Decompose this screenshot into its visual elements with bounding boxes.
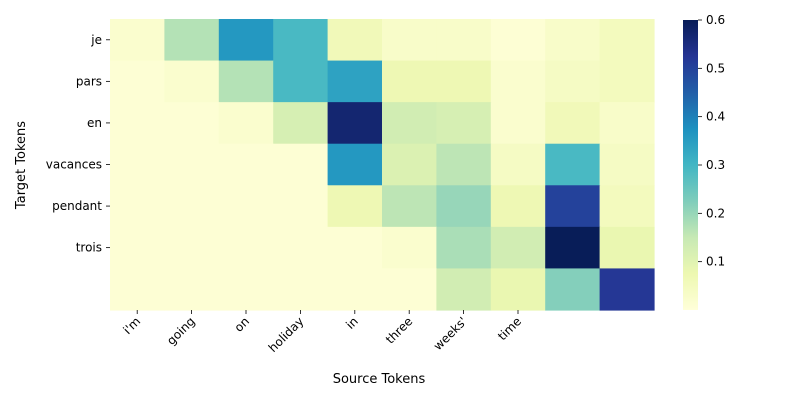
heatmap-cell (545, 19, 601, 62)
colorbar-tick-label: 0.4 (706, 110, 725, 124)
heatmap-cell (218, 226, 274, 270)
heatmap-cell (164, 185, 220, 228)
heatmap-cell (218, 19, 274, 62)
colorbar-tick-label: 0.1 (706, 255, 725, 269)
heatmap-cell (382, 185, 437, 228)
heatmap-cell (327, 102, 383, 145)
heatmap-cell (218, 60, 274, 103)
colorbar-tick-label: 0.5 (706, 61, 725, 75)
y-axis-ticks: je pars en vacances pendant trois (46, 33, 110, 255)
heatmap-cell (599, 60, 655, 103)
heatmap-cell (490, 60, 546, 103)
y-axis-title: Target Tokens (14, 121, 29, 210)
heatmap-cell (110, 60, 165, 103)
colorbar-gradient (683, 20, 698, 310)
heatmap-cell (164, 60, 220, 103)
heatmap-cell (382, 60, 437, 103)
heatmap-cell (436, 185, 492, 228)
heatmap-cell (327, 268, 383, 311)
heatmap-cell (436, 102, 492, 145)
colorbar: 0.1 0.2 0.3 0.4 0.5 0.6 (683, 13, 725, 310)
x-tick-label: time (495, 314, 524, 343)
heatmap-cell (327, 60, 383, 103)
heatmap-cell (164, 143, 220, 186)
heatmap-cell (545, 60, 601, 103)
heatmap-cell (436, 226, 492, 270)
heatmap-cell (273, 185, 329, 228)
heatmap-cell (327, 143, 383, 186)
colorbar-tick-label: 0.6 (706, 13, 725, 27)
heatmap-cell (382, 102, 437, 145)
heatmap-cell (164, 226, 220, 270)
heatmap-cell (273, 143, 329, 186)
heatmap-cell (164, 102, 220, 145)
heatmap-cell (599, 226, 655, 270)
heatmap-cell (273, 226, 329, 270)
heatmap-cell (490, 143, 546, 186)
heatmap-cell (164, 268, 220, 311)
x-tick-label: holiday (266, 314, 307, 355)
x-tick-label: in (343, 314, 361, 332)
heatmap-cell (218, 143, 274, 186)
heatmap-cell (545, 185, 601, 228)
x-tick-label: three (383, 314, 415, 346)
heatmap-cell (218, 268, 274, 311)
heatmap-cell (273, 19, 329, 62)
heatmap-cell (490, 226, 546, 270)
heatmap-cell (436, 60, 492, 103)
heatmap-cell (382, 268, 437, 311)
heatmap-cell (490, 19, 546, 62)
heatmap-cell (327, 19, 383, 62)
heatmap-cell (545, 143, 601, 186)
heatmap-cell (110, 268, 165, 311)
heatmap-cell (599, 185, 655, 228)
heatmap-cell (382, 226, 437, 270)
heatmap-cell (327, 185, 383, 228)
heatmap-cell (490, 102, 546, 145)
y-tick-label: je (90, 33, 102, 47)
heatmap-cell (273, 60, 329, 103)
heatmap-cell (599, 102, 655, 145)
heatmap-cells (110, 19, 655, 311)
y-tick-label: pars (76, 74, 102, 88)
heatmap-cell (218, 185, 274, 228)
heatmap-cell (273, 102, 329, 145)
heatmap-cell (110, 185, 165, 228)
heatmap-cell (327, 226, 383, 270)
heatmap-cell (599, 143, 655, 186)
heatmap-cell (436, 19, 492, 62)
heatmap-cell (490, 185, 546, 228)
heatmap-cell (110, 226, 165, 270)
heatmap-cell (110, 102, 165, 145)
x-axis-title: Source Tokens (333, 372, 426, 387)
x-axis-ticks: i'm going on holiday in three weeks' time (120, 309, 524, 355)
heatmap-cell (273, 268, 329, 311)
heatmap-cell (599, 268, 655, 311)
heatmap-cell (490, 268, 546, 311)
heatmap-cell (110, 19, 165, 62)
heatmap-cell (545, 226, 601, 270)
heatmap-cell (164, 19, 220, 62)
y-tick-label: vacances (46, 157, 102, 171)
heatmap-cell (218, 102, 274, 145)
heatmap-cell (599, 19, 655, 62)
heatmap-cell (436, 268, 492, 311)
heatmap-cell (110, 143, 165, 186)
heatmap-cell (382, 19, 437, 62)
y-tick-label: pendant (52, 199, 102, 213)
heatmap-cell (436, 143, 492, 186)
x-tick-label: weeks' (431, 314, 470, 353)
colorbar-tick-label: 0.2 (706, 206, 725, 220)
y-tick-label: trois (76, 241, 102, 255)
colorbar-tick-label: 0.3 (706, 158, 725, 172)
heatmap-cell (545, 102, 601, 145)
x-tick-label: on (232, 314, 252, 334)
y-tick-label: en (87, 116, 102, 130)
x-tick-label: i'm (120, 314, 143, 337)
heatmap-cell (545, 268, 601, 311)
x-tick-label: going (164, 314, 198, 348)
heatmap-cell (382, 143, 437, 186)
